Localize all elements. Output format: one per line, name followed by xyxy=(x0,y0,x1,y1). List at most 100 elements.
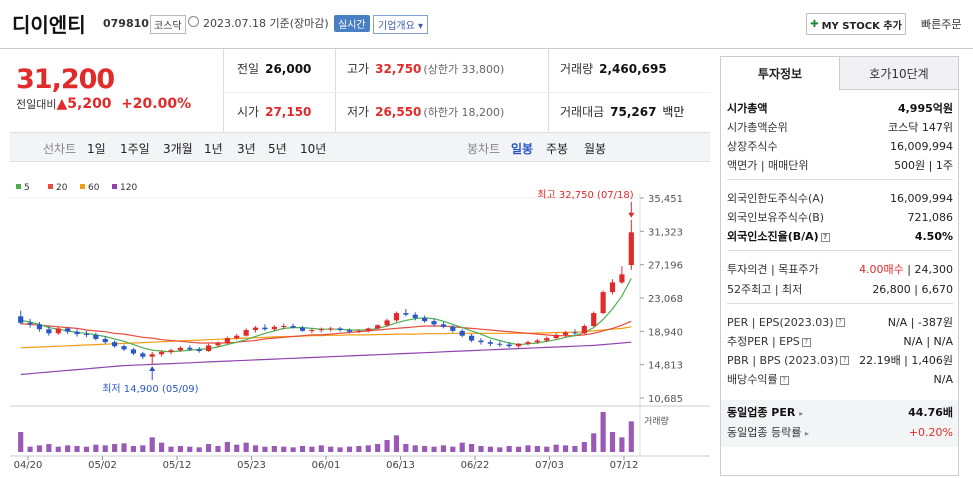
help-icon[interactable]: ? xyxy=(820,232,830,242)
candle-body xyxy=(525,342,531,344)
help-icon[interactable]: ? xyxy=(835,318,845,327)
volume-bar xyxy=(234,444,240,452)
volume-bar xyxy=(440,445,447,452)
volume-bar xyxy=(506,446,512,452)
volume-bar xyxy=(478,446,484,452)
volume-bar xyxy=(130,446,137,452)
volume-bar xyxy=(243,442,249,452)
period-3y[interactable]: 3년 xyxy=(237,142,256,156)
volume-bar xyxy=(346,446,353,452)
quick-order-button[interactable]: 빠른주문 xyxy=(921,18,962,31)
period-1y[interactable]: 1년 xyxy=(204,142,223,156)
stock-title: 디이엔티 xyxy=(12,13,86,37)
stat-value: 26,550 xyxy=(375,105,422,119)
candle-body xyxy=(572,332,578,334)
stat-label: 고가 xyxy=(347,62,370,76)
candle-body xyxy=(534,340,540,343)
volume-bar xyxy=(168,446,174,452)
divider xyxy=(335,49,336,133)
candle-body xyxy=(187,347,193,350)
info-label: 액면가 | 매매단위 xyxy=(727,159,809,172)
candle-body xyxy=(337,328,343,331)
up-arrow-icon: ▲ xyxy=(56,96,68,112)
legend-swatch xyxy=(48,184,53,189)
info-row[interactable]: 동일업종 등락률 ▸ +0.20% xyxy=(727,424,953,440)
volume-bar xyxy=(187,446,193,452)
info-label: PER | EPS(2023.03) xyxy=(727,315,834,329)
period-1w[interactable]: 1주일 xyxy=(120,142,150,156)
volume-bar xyxy=(431,446,437,452)
volume-bar xyxy=(422,446,428,452)
candle-body xyxy=(450,326,456,331)
y-tick-label: 27,196 xyxy=(648,261,683,272)
candle-body xyxy=(562,332,569,335)
x-tick-label: 06/13 xyxy=(386,460,415,471)
legend-label: 120 xyxy=(120,183,137,193)
info-label: 외국인보유주식수(B) xyxy=(727,211,825,224)
stat-open: 시가 27,150 xyxy=(237,103,311,120)
volume-bar xyxy=(299,446,306,452)
company-overview-dropdown[interactable]: 기업개요 ▾ xyxy=(373,15,429,34)
volume-bar xyxy=(252,445,259,452)
period-3m[interactable]: 3개월 xyxy=(163,142,193,156)
info-row[interactable]: 동일업종 PER ▸ 44.76배 xyxy=(727,404,953,420)
realtime-button[interactable]: 실시간 xyxy=(334,15,370,32)
candle-monthly[interactable]: 월봉 xyxy=(584,142,607,156)
header-divider xyxy=(0,48,973,49)
chevron-right-icon: ▸ xyxy=(799,409,804,418)
candle-body xyxy=(74,331,80,335)
candle-body xyxy=(328,328,334,330)
volume-bar xyxy=(196,447,202,452)
info-label: 투자의견 | 목표주가 xyxy=(727,263,819,276)
period-5y[interactable]: 5년 xyxy=(268,142,287,156)
info-row: 추정PER | EPS? N/A | N/A xyxy=(727,333,953,349)
tab-investment-info[interactable]: 투자정보 xyxy=(721,57,839,90)
low-arrow-head xyxy=(149,365,156,371)
help-icon[interactable]: ? xyxy=(801,337,811,347)
candle-daily[interactable]: 일봉 xyxy=(511,142,534,156)
info-label: 동일업종 등락률 xyxy=(727,426,802,439)
price-box: 31,200 전일대비▲5,200 +20.00% xyxy=(12,56,222,130)
help-icon[interactable]: ? xyxy=(779,375,789,385)
candle-body xyxy=(140,353,146,357)
candle-body xyxy=(544,338,550,341)
candle-body xyxy=(318,329,324,331)
y-tick-label: 10,685 xyxy=(648,394,683,405)
my-stock-add-button[interactable]: ✚ MY STOCK 추가 xyxy=(806,13,906,35)
candle-body xyxy=(299,327,306,331)
info-row: 배당수익률? N/A xyxy=(727,371,953,387)
candle-weekly[interactable]: 주봉 xyxy=(546,142,569,156)
tab-orderbook[interactable]: 호가10단계 xyxy=(839,57,958,90)
help-icon[interactable]: ? xyxy=(840,356,850,365)
candle-body xyxy=(168,350,174,352)
period-10y[interactable]: 10년 xyxy=(300,142,327,156)
y-tick-label: 23,068 xyxy=(648,294,683,305)
volume-bar xyxy=(403,444,409,452)
info-value: 500원 | 1주 xyxy=(894,159,953,172)
candle-body xyxy=(215,342,221,346)
volume-bar xyxy=(149,437,155,452)
candle-body xyxy=(130,349,137,354)
info-row: 시가총액 4,995억원 xyxy=(727,100,953,116)
candlestick-chart[interactable]: 5 20 60 120 35,451 31,323 27,196 23,068 18,940 14… xyxy=(10,162,710,478)
info-row: PBR | BPS (2023.03)? 22.19배 | 1,406원 xyxy=(727,352,953,368)
period-1d[interactable]: 1일 xyxy=(87,142,106,156)
volume-bar xyxy=(497,447,503,452)
x-tick-label: 06/22 xyxy=(461,460,490,471)
volume-bar xyxy=(140,445,146,452)
legend-label: 60 xyxy=(88,183,100,193)
opinion-value: 4.00매수 xyxy=(859,263,904,276)
candle-body xyxy=(121,346,127,350)
change-value: 5,200 xyxy=(67,96,112,112)
high-arrow-head xyxy=(628,212,635,218)
candle-body xyxy=(224,338,230,343)
info-row: 시가총액순위 코스닥 147위 xyxy=(727,119,953,135)
volume-bar xyxy=(609,432,616,452)
volume-bar xyxy=(572,446,578,452)
candle-body xyxy=(243,330,249,336)
info-row: 상장주식수 16,009,994 xyxy=(727,138,953,154)
stat-label: 거래량 xyxy=(560,62,594,76)
stat-sub: (상한가 33,800) xyxy=(423,63,505,76)
volume-bar xyxy=(55,446,61,452)
candle-body xyxy=(281,326,287,328)
